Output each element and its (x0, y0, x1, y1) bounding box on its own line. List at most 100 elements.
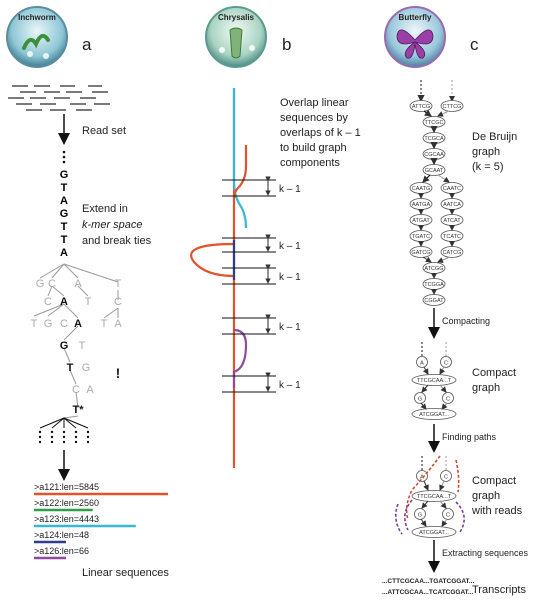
graph-node-label: CTTCG (443, 104, 462, 110)
transcripts-label: Transcripts (472, 584, 526, 596)
sequence-letter: T (61, 234, 68, 246)
tree-letter: A (86, 384, 94, 396)
red-branch (232, 145, 248, 199)
compact-node (442, 392, 454, 404)
panel-b: Chrysalis b Overlap linear sequences by ov… (190, 6, 361, 468)
sequence-letter: G (60, 169, 69, 181)
compact-node (414, 508, 426, 520)
chrysalis-badge: Chrysalis (205, 6, 267, 68)
tree-letter: T (67, 362, 74, 374)
graph-node-label: TCGCA (424, 136, 444, 142)
extend-label-2: k-mer space (82, 219, 143, 231)
sequence-letter: T (61, 182, 68, 194)
inchworm-title: Inchworm (18, 13, 56, 22)
graph-node-label: GATCG (411, 250, 430, 256)
graph-node-label: CGGAT (424, 298, 444, 304)
tree-letter: T (31, 318, 38, 330)
compact-reads-label-1: Compact (472, 475, 516, 487)
graph-node-label: ATCAT (443, 218, 461, 224)
read-set (8, 85, 110, 111)
graph-node-label: CAATG (412, 186, 431, 192)
tree-letter: A (114, 318, 122, 330)
tree-letter: C (60, 318, 68, 330)
sequence-letter: G (60, 208, 69, 220)
overlap-text-line: to build graph (280, 142, 347, 154)
compact-node-label: TTCGCAA...T (417, 494, 452, 500)
compact-graph: A C TTCGCAA...T G C ATCGGAT... (411, 342, 457, 420)
debruijn-graph: CTTCG ATTCG TTCGC TCGCA CGCAA GCAAT CAATG AATGA… (409, 80, 464, 306)
sequence-letter: A (60, 247, 68, 259)
tree-letter: A (60, 296, 68, 308)
compact-node (442, 508, 454, 520)
tree-letter: A (74, 278, 82, 290)
graph-node-label: CGCAA (424, 152, 444, 158)
tree-letter: T (79, 340, 86, 352)
debruijn-label-3: (k = 5) (472, 161, 503, 173)
overlap-text-line: overlaps of k – 1 (280, 127, 361, 139)
tree-letter: T (85, 296, 92, 308)
graph-node-label: TCGGA (424, 282, 444, 288)
fan-dots (38, 430, 90, 444)
graph-node-label: CAATC (443, 186, 461, 192)
compact-node-label: A (420, 361, 424, 367)
contig-label: >a121:len=5845 (34, 482, 99, 492)
overlap-text-line: sequences by (280, 112, 348, 124)
finding-paths-label: Finding paths (442, 432, 497, 442)
contig-label: >a124:len=48 (34, 530, 89, 540)
transcript-2: ...ATTCGCAA...TCATCGGAT... (382, 589, 474, 596)
graph-node-label: ATGAT (412, 218, 430, 224)
cyan-sequence (232, 88, 248, 229)
k-minus-1-label: k – 1 (279, 184, 301, 195)
compacting-label: Compacting (442, 316, 490, 326)
compact-node-label: ATCGGAT... (419, 412, 449, 418)
purple-sequence (232, 328, 248, 388)
compact-reads-label-2: graph (472, 490, 500, 502)
compact-node (414, 392, 426, 404)
compact-graph-with-reads: A C TTCGCAA...T G C ATCGGAT... (394, 455, 465, 538)
inchworm-badge: Inchworm (6, 6, 68, 68)
compact-node-label: C (446, 397, 450, 403)
contig-label: >a126:len=66 (34, 546, 89, 556)
k-minus-1-label: k – 1 (279, 272, 301, 283)
tree-letter: C (114, 296, 122, 308)
extend-label-3: and break ties (82, 235, 152, 247)
butterfly-icon (396, 29, 434, 59)
transcript-1: ...CTTCGCAA...TGATCGGAT... (382, 578, 474, 585)
compact-node-label: G (418, 397, 422, 403)
chrysalis-title: Chrysalis (218, 13, 255, 22)
tree-letter: A (74, 318, 82, 330)
compact-graph-label-1: Compact (472, 367, 516, 379)
k-minus-1-label: k – 1 (279, 241, 301, 252)
tree-letter: C (48, 278, 56, 290)
k-minus-1-label: k – 1 (279, 322, 301, 333)
red-loop (190, 242, 235, 278)
compact-node-label: G (418, 513, 422, 519)
contig-list: >a121:len=5845 >a122:len=2560 >a123:len=44… (34, 482, 168, 560)
sequence-letter: A (60, 195, 68, 207)
compact-graph-label-2: graph (472, 382, 500, 394)
inchworm-icon (22, 33, 50, 50)
butterfly-badge: Butterfly (384, 6, 446, 68)
compact-node (411, 408, 457, 420)
compact-node (411, 374, 457, 386)
graph-node (440, 100, 464, 112)
compact-node-label: ATCGGAT... (419, 530, 449, 536)
ellipsis-dots (62, 150, 66, 164)
panel-c: Butterfly c CTTCGATTCGTTCGCTCGCACGCAAGCA… (382, 6, 529, 596)
contig-label: >a123:len=4443 (34, 514, 99, 524)
panel-b-letter: b (282, 35, 291, 54)
tree-letter: G (60, 340, 69, 352)
compact-node-label: C (444, 475, 448, 481)
compact-node (416, 470, 428, 482)
graph-node-label: GCAAT (425, 168, 444, 174)
compact-node (440, 356, 452, 368)
panel-c-letter: c (470, 35, 479, 54)
overlap-text-line: Overlap linear (280, 97, 349, 109)
graph-node-label: AATCA (443, 202, 461, 208)
tree-letter: G (44, 318, 53, 330)
chrysalis-icon (229, 27, 243, 59)
break-tie-mark: ! (116, 365, 121, 381)
graph-node (409, 100, 433, 112)
